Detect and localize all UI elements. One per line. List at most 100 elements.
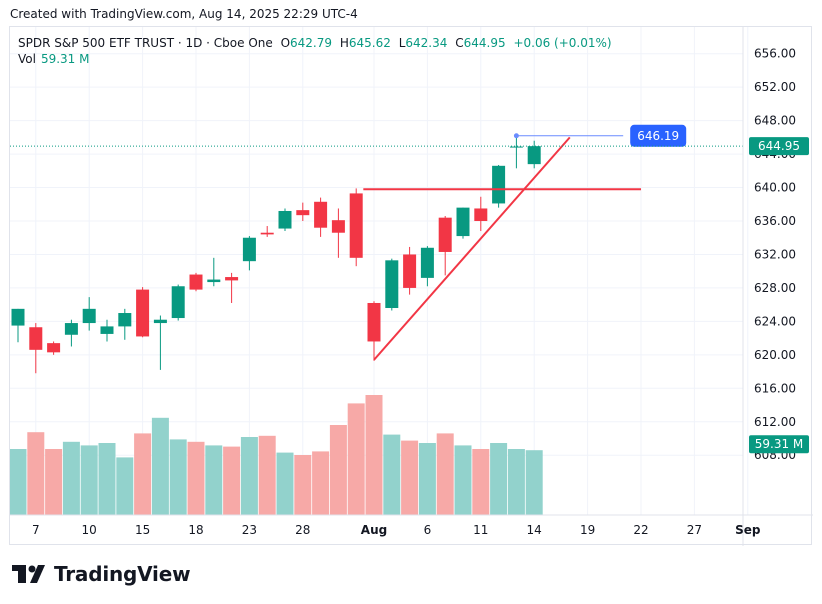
high-label: H (339, 36, 349, 50)
candle (260, 226, 274, 237)
volume-legend: Vol 59.31 M (18, 51, 89, 67)
volume-bar (525, 450, 543, 515)
candle (349, 188, 363, 267)
candle (420, 246, 434, 287)
volume-bar (240, 437, 258, 515)
candle (153, 315, 167, 370)
candle (474, 196, 488, 232)
low-label: L (398, 36, 406, 50)
volume-bar (507, 449, 525, 515)
candle (118, 308, 132, 340)
candle (189, 272, 203, 292)
volume-bar (329, 425, 347, 515)
candle (100, 319, 114, 342)
volume-bar (27, 432, 45, 515)
candle-body (82, 308, 96, 324)
volume-bar (383, 434, 401, 515)
candle-body (296, 210, 310, 216)
candle (509, 137, 523, 169)
volume-label: Vol (18, 52, 36, 66)
axis-layer: 656.00652.00648.00644.00640.00636.00632.… (10, 27, 813, 546)
chart-frame[interactable]: 646.19 656.00652.00648.00644.00640.00636… (9, 26, 813, 546)
volume-bar (258, 435, 276, 515)
change-value: +0.06 (+0.01%) (513, 36, 612, 50)
candle-body (11, 308, 25, 326)
time-tick-label: 14 (527, 523, 542, 537)
time-tick-label: 7 (32, 523, 40, 537)
price-tick-label: 652.00 (754, 80, 796, 94)
candle (171, 284, 185, 321)
volume-bar (10, 449, 27, 515)
candle-body (207, 279, 221, 283)
volume-bar (312, 451, 330, 515)
candle-body (420, 247, 434, 278)
candle (29, 323, 43, 374)
volume-bar (436, 433, 454, 515)
volume-bar (205, 445, 223, 515)
annotation-price-text: 646.19 (637, 129, 679, 143)
close-label: C (455, 36, 464, 50)
time-tick-label: 10 (82, 523, 97, 537)
volume-layer (10, 395, 543, 515)
price-tick-label: 616.00 (754, 381, 796, 395)
candle-body (474, 208, 488, 222)
candle (242, 236, 256, 271)
volume-bar (151, 417, 169, 515)
candle-body (189, 274, 203, 290)
candle (278, 208, 292, 232)
candle (225, 272, 239, 303)
candle (207, 257, 221, 287)
candle (11, 308, 25, 343)
candle-body (225, 277, 239, 281)
time-tick-label: 27 (687, 523, 702, 537)
open-value: 642.79 (290, 36, 333, 50)
candle (47, 341, 61, 355)
candle-body (403, 254, 417, 288)
candle-body (314, 201, 328, 228)
candle-body (118, 313, 132, 327)
candle-body (64, 323, 78, 335)
candle (403, 246, 417, 295)
time-tick-label: Sep (735, 523, 761, 537)
candle (527, 140, 541, 169)
candle-body (509, 146, 523, 148)
time-tick-label: 15 (135, 523, 150, 537)
price-tick-label: 612.00 (754, 415, 796, 429)
volume-bar (490, 443, 508, 515)
high-value: 645.62 (348, 36, 391, 50)
volume-bar (223, 446, 241, 515)
candle (331, 208, 345, 258)
candle (136, 287, 150, 338)
candle (82, 297, 96, 331)
candle (296, 202, 310, 222)
volume-bar (472, 449, 490, 515)
candlestick-chart[interactable]: 646.19 656.00652.00648.00644.00640.00636… (10, 27, 813, 546)
volume-bar (347, 403, 365, 515)
candle-body (527, 146, 541, 165)
candle (367, 301, 381, 361)
candle-body (278, 210, 292, 229)
volume-bar (134, 433, 152, 515)
volume-bar (454, 445, 472, 515)
candle (438, 215, 452, 276)
candle-body (385, 260, 399, 309)
time-tick-label: 11 (473, 523, 488, 537)
time-tick-label: 28 (295, 523, 310, 537)
price-tick-label: 656.00 (754, 47, 796, 61)
volume-bar (418, 443, 436, 515)
candle-body (153, 319, 167, 324)
last-volume-text: 59.31 M (755, 437, 804, 451)
volume-bar (45, 449, 63, 515)
price-tick-label: 640.00 (754, 181, 796, 195)
candle-body (29, 327, 43, 350)
volume-bar (98, 443, 116, 515)
logo-text: TradingView (54, 562, 191, 586)
created-with-text: Created with TradingView.com, Aug 14, 20… (10, 7, 358, 21)
candle-body (367, 302, 381, 342)
annotation-price-badge (630, 124, 687, 147)
tradingview-logo[interactable]: TradingView (12, 562, 191, 586)
candle-body (136, 289, 150, 337)
tradingview-logo-icon (12, 565, 45, 583)
time-tick-label: Aug (361, 523, 387, 537)
last-price-badge (749, 137, 809, 156)
